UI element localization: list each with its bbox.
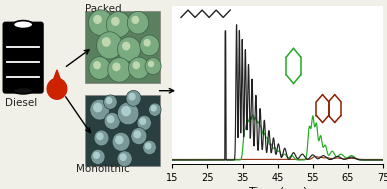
Circle shape [107,116,114,123]
Circle shape [128,57,149,79]
Circle shape [106,98,112,104]
Circle shape [113,63,120,70]
Circle shape [131,128,147,145]
Circle shape [112,132,130,151]
Circle shape [149,61,154,67]
Circle shape [127,11,149,34]
FancyBboxPatch shape [86,11,160,83]
X-axis label: Time (sec): Time (sec) [248,186,307,189]
Circle shape [89,10,113,36]
Circle shape [47,78,67,99]
Circle shape [104,112,120,129]
Circle shape [89,57,110,79]
Ellipse shape [13,87,33,94]
Circle shape [151,106,156,111]
Circle shape [149,103,161,116]
Circle shape [103,38,110,46]
Circle shape [144,40,150,46]
Text: Packed: Packed [85,4,122,14]
Circle shape [116,136,123,144]
Circle shape [94,130,109,146]
Circle shape [146,143,151,149]
Circle shape [140,35,159,56]
Circle shape [133,62,139,69]
Circle shape [91,149,105,164]
Circle shape [118,37,140,61]
Circle shape [106,12,130,37]
Circle shape [134,131,140,138]
FancyBboxPatch shape [3,23,43,93]
Circle shape [108,58,131,82]
Text: Diesel: Diesel [5,98,38,108]
Circle shape [145,58,161,75]
Circle shape [120,154,126,160]
Circle shape [122,107,130,116]
Circle shape [123,42,130,50]
Text: Monolithic: Monolithic [76,164,130,174]
Circle shape [94,152,99,158]
FancyBboxPatch shape [86,94,160,166]
Circle shape [97,133,103,139]
Circle shape [90,99,110,120]
Circle shape [94,62,100,69]
Circle shape [126,90,141,106]
Circle shape [97,32,122,59]
Ellipse shape [13,21,33,29]
Circle shape [112,18,119,25]
Circle shape [137,115,151,130]
Circle shape [117,151,132,167]
Circle shape [94,103,102,112]
Circle shape [143,140,156,155]
Polygon shape [50,70,64,89]
Circle shape [104,95,117,109]
Circle shape [129,94,135,100]
Circle shape [94,16,101,23]
Circle shape [140,118,146,124]
Circle shape [132,16,139,23]
Circle shape [118,102,139,125]
